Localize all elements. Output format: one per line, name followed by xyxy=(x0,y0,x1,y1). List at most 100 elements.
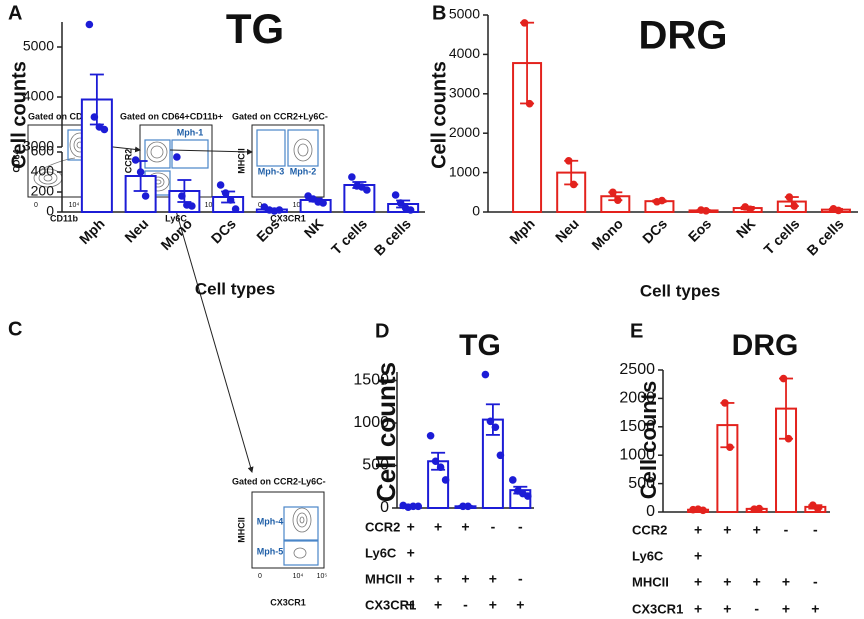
data-point xyxy=(348,173,356,181)
data-point xyxy=(726,443,734,452)
marker-sign: - xyxy=(518,519,523,535)
data-point xyxy=(790,202,799,210)
y-axis-label: Cell counts xyxy=(8,61,30,169)
x-tick-label: 10⁴ xyxy=(293,573,304,580)
data-point xyxy=(436,463,445,472)
marker-sign: + xyxy=(723,601,731,617)
x-axis-label: CX3CR1 xyxy=(270,213,306,223)
y-tick-label: 3000 xyxy=(449,85,480,101)
bar xyxy=(124,175,157,213)
panel-label: B xyxy=(432,2,446,24)
data-point xyxy=(785,193,794,201)
y-tick-label: 500 xyxy=(362,457,389,474)
y-tick-label: 4000 xyxy=(23,88,54,104)
marker-sign: - xyxy=(518,571,523,587)
gate-box xyxy=(283,540,319,566)
gate-box xyxy=(144,139,171,169)
x-tick-label: 10⁵ xyxy=(205,202,216,209)
contours xyxy=(292,507,312,559)
gate-title: Gated on CCR2-Ly6C- xyxy=(232,476,326,486)
gate-label: Mph-1 xyxy=(177,127,204,137)
marker-name: CCR2 xyxy=(365,519,400,534)
data-point xyxy=(834,206,843,215)
data-point xyxy=(702,207,710,215)
x-tick-label: 10⁵ xyxy=(317,573,328,580)
data-point xyxy=(231,205,240,213)
data-point xyxy=(141,192,150,200)
marker-name: Ly6C xyxy=(365,545,397,560)
data-point xyxy=(486,417,495,426)
data-point xyxy=(614,196,622,204)
x-axis-label: Cell types xyxy=(640,281,720,300)
data-point xyxy=(569,180,578,189)
marker-sign: + xyxy=(811,601,819,617)
gate-label: Mph-4 xyxy=(257,516,284,526)
data-point xyxy=(396,199,405,207)
y-axis-label: Cell counts xyxy=(371,362,401,502)
x-tick-label: Neu xyxy=(121,215,151,245)
marker-sign: + xyxy=(489,571,497,587)
marker-sign: - xyxy=(813,522,818,538)
marker-sign: + xyxy=(694,548,702,564)
marker-sign: + xyxy=(407,597,415,613)
x-tick-label: Eos xyxy=(685,215,715,245)
data-point xyxy=(609,188,617,197)
y-tick-label: 3000 xyxy=(23,138,54,154)
x-tick-label: DCs xyxy=(208,215,239,246)
y-tick-label: 0 xyxy=(472,203,480,219)
y-tick-label: 200 xyxy=(31,183,55,199)
y-axis-label: CD64 xyxy=(11,149,21,172)
data-point xyxy=(464,502,472,511)
x-tick-label: DCs xyxy=(639,215,670,246)
y-tick-label: 400 xyxy=(31,163,55,179)
marker-sign: + xyxy=(434,571,442,587)
x-tick-label: 10⁴ xyxy=(69,202,80,209)
data-point xyxy=(131,156,140,164)
x-tick-label: B cells xyxy=(803,215,846,258)
chart-title: TG xyxy=(226,5,284,52)
data-point xyxy=(226,196,235,204)
marker-sign: + xyxy=(407,545,415,561)
marker-sign: + xyxy=(434,597,442,613)
data-point xyxy=(496,451,505,460)
data-point xyxy=(178,192,186,200)
panel-label: D xyxy=(375,320,389,342)
data-point xyxy=(406,206,415,214)
data-point xyxy=(814,504,822,513)
marker-sign: + xyxy=(434,519,442,535)
marker-name: MHCII xyxy=(365,571,402,586)
data-point xyxy=(520,19,529,27)
x-tick-label: Neu xyxy=(552,215,582,245)
x-axis-label: Ly6C xyxy=(165,213,187,223)
y-axis-label: MHCII xyxy=(236,148,246,174)
y-tick-label: 4000 xyxy=(449,45,480,61)
marker-sign: + xyxy=(723,574,731,590)
x-tick-label: T cells xyxy=(328,215,370,257)
y-tick-label: 2000 xyxy=(449,124,480,140)
data-point xyxy=(524,492,532,500)
contours xyxy=(293,138,313,162)
marker-name: CX3CR1 xyxy=(632,601,683,616)
data-point xyxy=(755,504,763,513)
data-point xyxy=(85,20,94,29)
x-tick-label: 10⁴ xyxy=(293,202,304,209)
x-tick-label: 0 xyxy=(34,202,38,209)
x-axis-label: Cell types xyxy=(195,279,275,298)
y-axis-label: Cell counts xyxy=(636,381,661,500)
marker-sign: + xyxy=(407,571,415,587)
chart-title: DRG xyxy=(639,14,728,58)
chart-title: TG xyxy=(459,329,501,362)
gate-box xyxy=(283,506,319,541)
gate-box xyxy=(256,129,286,167)
plot-frame xyxy=(251,491,325,569)
data-point xyxy=(441,476,450,484)
marker-name: MHCII xyxy=(632,574,669,589)
marker-sign: + xyxy=(782,574,790,590)
data-point xyxy=(414,502,423,511)
y-tick-label: 5000 xyxy=(449,6,480,22)
y-axis-label: CCR2 xyxy=(123,149,133,174)
marker-name: CX3CR1 xyxy=(365,597,416,612)
gate-title: Gated on CCR2+Ly6C- xyxy=(232,111,328,121)
y-tick-label: 0 xyxy=(646,503,655,520)
gate-box xyxy=(171,139,209,169)
